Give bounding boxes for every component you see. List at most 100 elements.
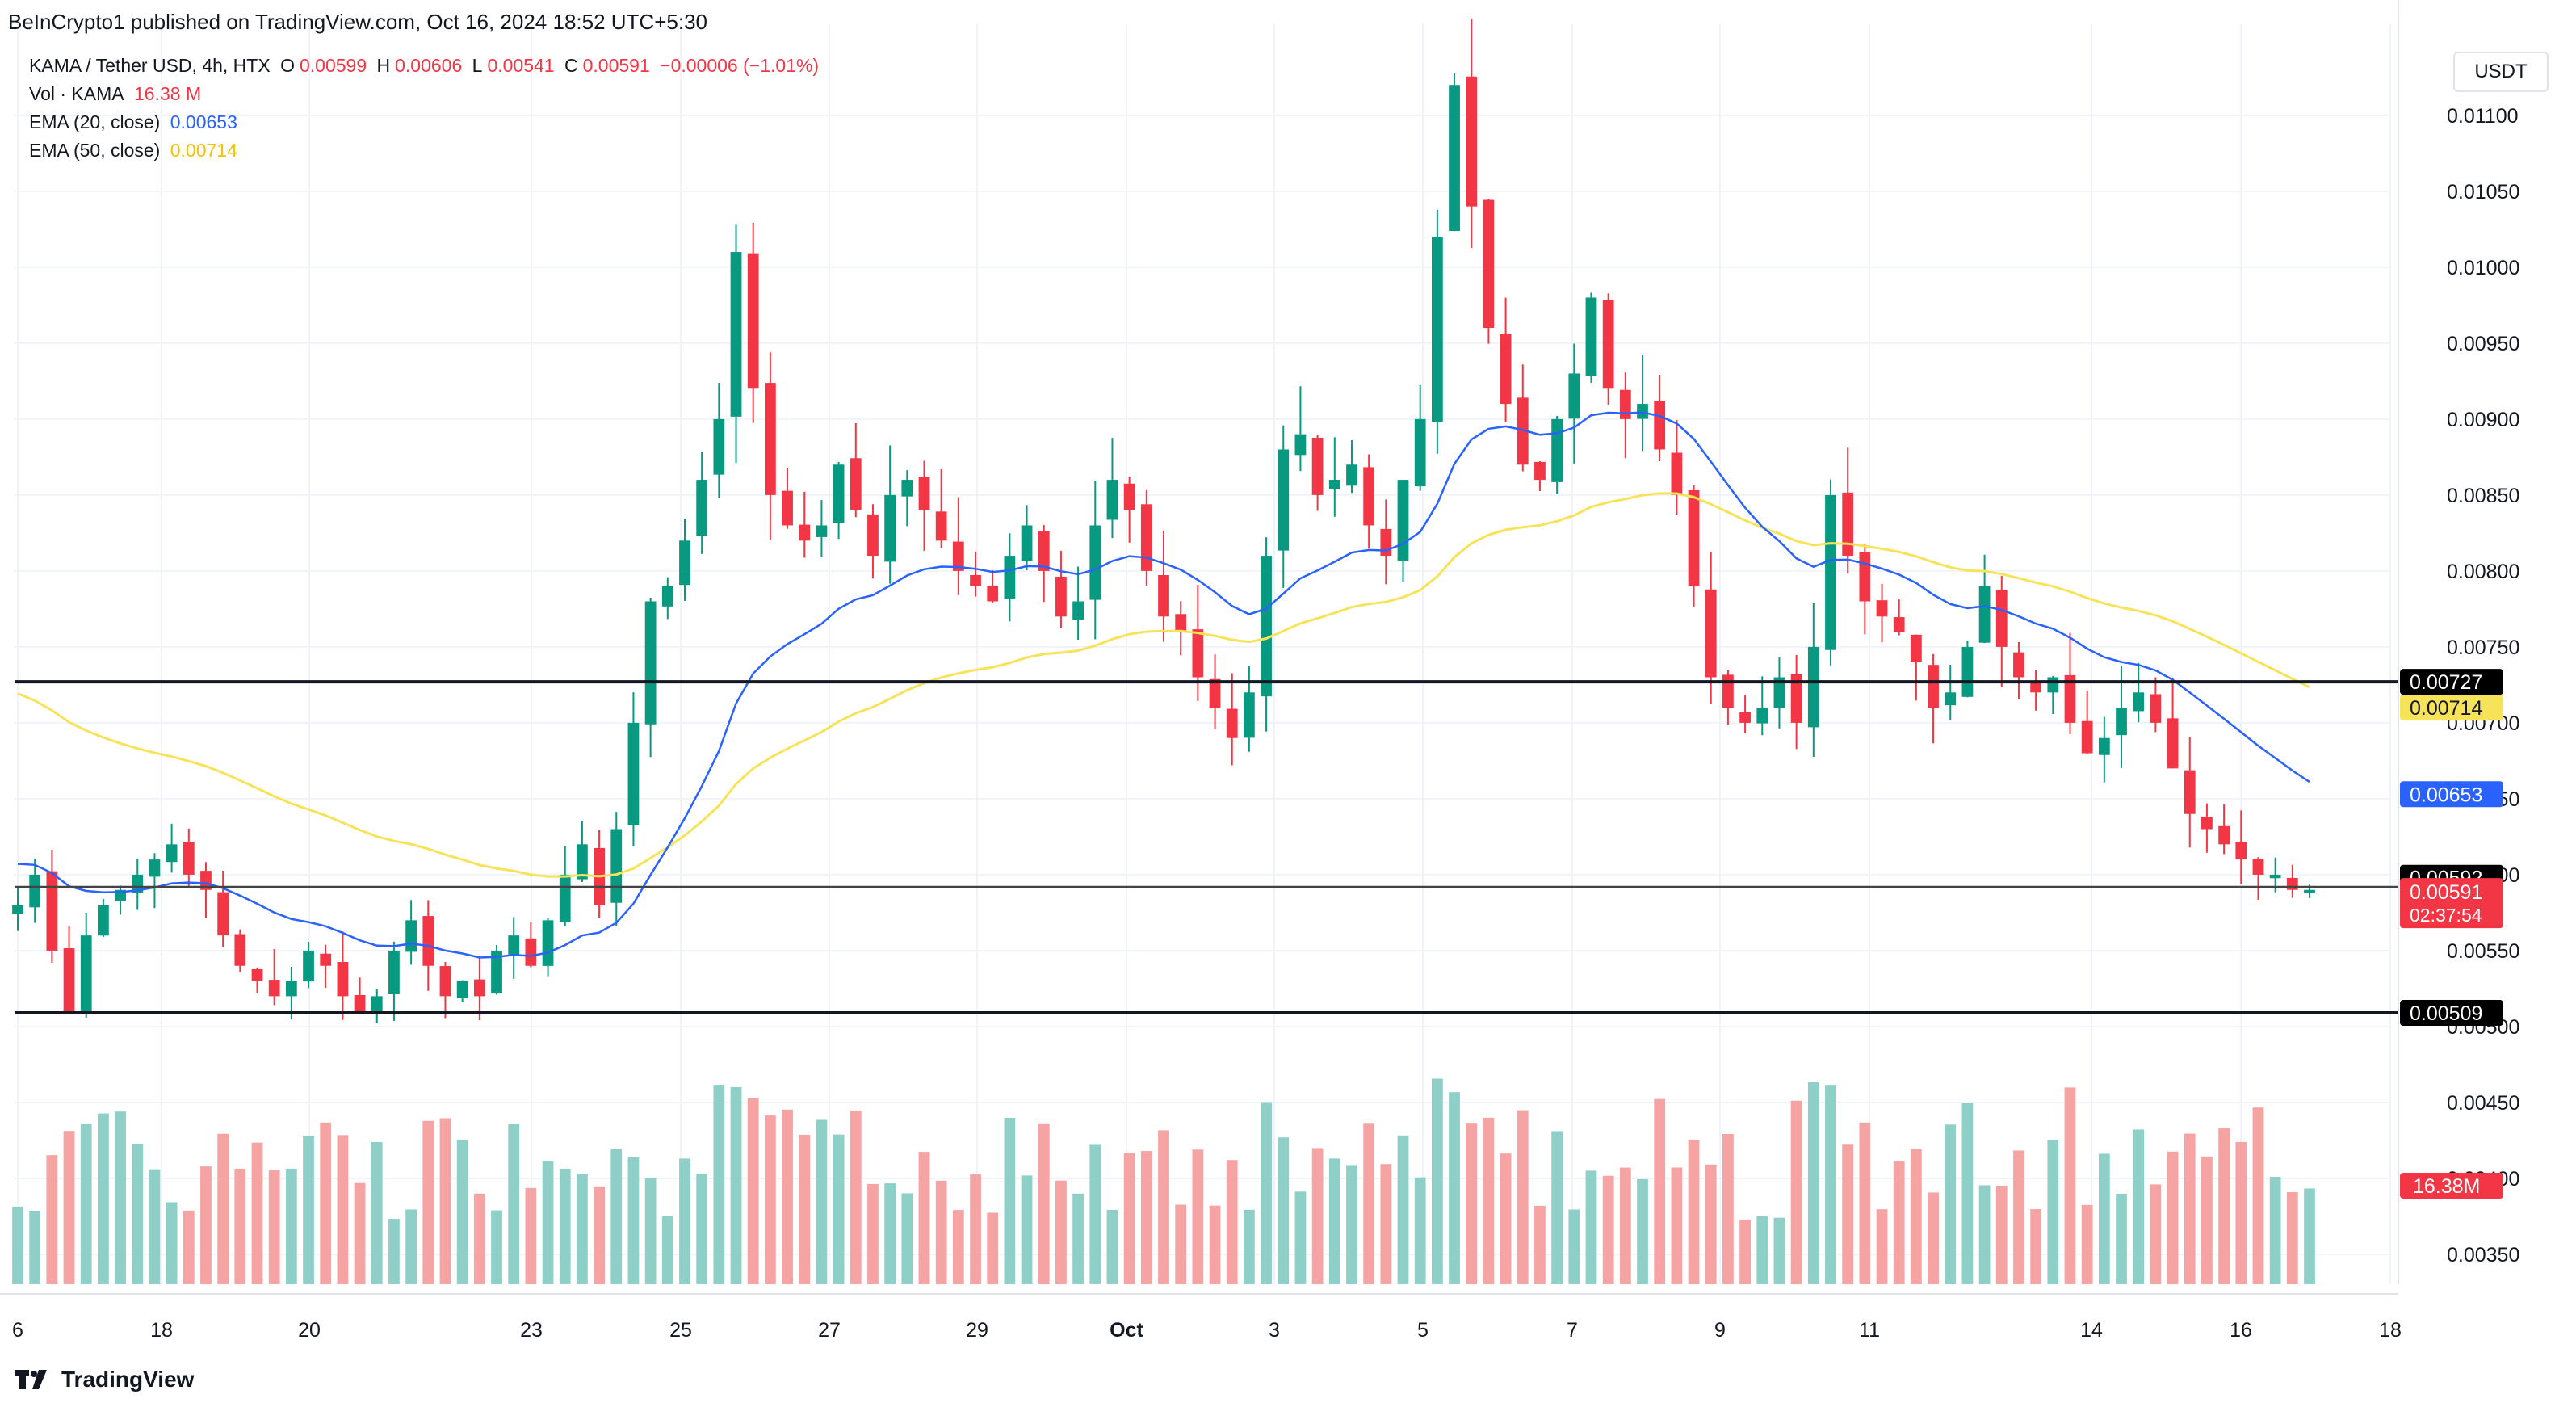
candle-body <box>354 994 366 1012</box>
candle-body <box>303 950 314 982</box>
ema20-legend[interactable]: EMA (20, close) 0.00653 <box>29 111 242 133</box>
candle-body <box>901 480 913 497</box>
candle-body <box>542 920 554 966</box>
candle-body <box>80 935 92 1014</box>
volume-bar <box>2218 1128 2230 1284</box>
volume-bar <box>456 1140 468 1284</box>
candle-body <box>867 514 879 556</box>
price-tick-label: 0.00450 <box>2447 1092 2519 1115</box>
volume-bar <box>2098 1153 2110 1284</box>
horizontal-levels[interactable] <box>15 680 2398 1015</box>
time-tick-label: 18 <box>150 1319 173 1342</box>
volume-bar <box>833 1134 845 1284</box>
volume-bar <box>1089 1144 1101 1284</box>
candle-body <box>371 996 383 1013</box>
candle-body <box>1431 237 1443 422</box>
volume-bar <box>217 1133 229 1284</box>
volume-bar <box>1158 1130 1169 1284</box>
ema50-value: 0.00714 <box>170 140 237 161</box>
ema50-tag-bg <box>2400 695 2503 721</box>
candle-body <box>782 490 793 526</box>
candle-body <box>2133 692 2145 712</box>
price-tick-label: 0.01000 <box>2447 257 2519 279</box>
volume-legend[interactable]: Vol · KAMA 16.38 M <box>29 83 206 105</box>
candle-body <box>1945 692 1957 706</box>
candle-body <box>1654 400 1666 450</box>
candle-body <box>2269 874 2281 879</box>
volume-bar <box>1654 1098 1666 1284</box>
candle-body <box>1602 300 1614 389</box>
symbol-legend[interactable]: KAMA / Tether USD, 4h, HTX O 0.00599 H 0.0… <box>29 55 824 77</box>
ema50-legend[interactable]: EMA (50, close) 0.00714 <box>29 140 242 162</box>
candle-body <box>2201 817 2213 830</box>
volume-bar <box>2286 1192 2298 1284</box>
tradingview-brand: TradingView <box>61 1367 195 1392</box>
candle-body <box>1995 590 2008 647</box>
time-axis[interactable]: 6 18 20 23 25 27 29 Oct 3 5 7 9 11 14 16 18 <box>0 1293 2402 1342</box>
tradingview-logo[interactable]: TradingView <box>15 1367 194 1392</box>
candle-body <box>2030 681 2042 693</box>
candle-body <box>1637 404 1648 419</box>
volume-bar <box>508 1124 520 1284</box>
candle-body <box>1807 646 1819 728</box>
candle-body <box>1961 646 1974 697</box>
volume-bar <box>2252 1107 2264 1284</box>
candle-body <box>2184 770 2196 814</box>
candle-body <box>1739 712 1751 723</box>
candle-body <box>2116 708 2127 736</box>
low-value: 0.00541 <box>487 55 555 76</box>
volume-bar <box>730 1086 742 1284</box>
symbol-name[interactable]: KAMA / Tether USD, 4h, HTX <box>29 55 271 76</box>
candle-body <box>610 829 623 903</box>
last-price-bg <box>2400 878 2503 929</box>
price-tick-label: 0.00950 <box>2447 333 2519 355</box>
time-tick-label: 3 <box>1269 1319 1280 1342</box>
volume-bar <box>303 1135 314 1284</box>
candle-body <box>98 905 109 936</box>
candle-body <box>29 874 41 908</box>
volume-bar <box>1995 1186 2008 1284</box>
candle-body <box>439 966 451 997</box>
candle-body <box>1192 629 1204 678</box>
volume-bar <box>577 1174 588 1284</box>
candle-body <box>1106 480 1118 520</box>
volume-bar <box>799 1134 811 1284</box>
candle-body <box>2167 718 2179 769</box>
volume-bar <box>1859 1122 1871 1284</box>
volume-bar <box>200 1166 212 1284</box>
candle-body <box>1175 614 1187 632</box>
candle-body <box>1414 418 1426 487</box>
volume-bar <box>1055 1180 1067 1284</box>
open-label: O <box>280 55 295 76</box>
candle-body <box>1072 601 1084 620</box>
volume-bar <box>1209 1205 1221 1284</box>
volume-bar <box>901 1193 913 1284</box>
currency-selector[interactable]: USDT <box>2453 52 2549 92</box>
time-tick-label: 16 <box>2230 1319 2252 1342</box>
candle-body <box>1158 575 1169 617</box>
volume-bar <box>251 1142 263 1284</box>
volume-bar <box>371 1141 383 1284</box>
volume-bar <box>1705 1164 1717 1284</box>
candle-body <box>799 524 811 541</box>
publisher-line: BeInCrypto1 published on TradingView.com… <box>8 10 707 34</box>
volume-bar <box>388 1219 400 1284</box>
candle-body <box>1328 480 1340 489</box>
volume-label: Vol · KAMA <box>29 83 124 104</box>
candle-body <box>1893 617 1905 632</box>
price-tags: 0.007270.007140.006530.005920.0059102:37… <box>2400 669 2503 1199</box>
price-axis[interactable]: 0.003500.004000.004500.005000.005500.006… <box>2398 0 2519 1284</box>
candle-body <box>764 383 776 495</box>
volume-bar <box>1123 1153 1135 1284</box>
volume-bar <box>679 1158 690 1284</box>
candle-body <box>285 981 297 997</box>
volume-bar <box>285 1168 297 1284</box>
ema50-tag: 0.00714 <box>2410 697 2482 720</box>
ema20-tag-bg <box>2400 781 2503 808</box>
volume-bar <box>1825 1085 1836 1284</box>
volume-bar <box>850 1111 862 1284</box>
candle-body <box>1278 449 1290 551</box>
candle-body <box>149 859 161 877</box>
candle-body <box>1688 490 1700 586</box>
